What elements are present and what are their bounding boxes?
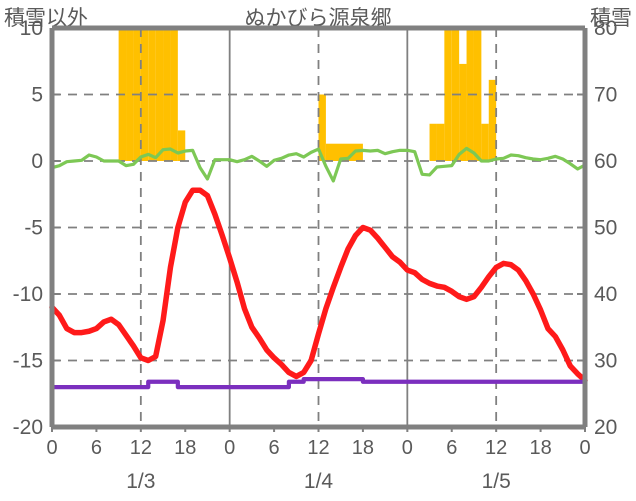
xtick-label: 12 — [307, 437, 329, 459]
bar — [436, 123, 445, 161]
bar — [444, 28, 452, 161]
xtick-label: 18 — [529, 437, 551, 459]
ytick-label-right: 20 — [594, 416, 617, 439]
ytick-label-left: -5 — [24, 217, 43, 240]
xtick-label: 18 — [174, 437, 196, 459]
xtick-label: 0 — [579, 437, 590, 459]
ytick-label-right: 70 — [594, 84, 617, 107]
bar — [488, 79, 497, 161]
ytick-label-left: -10 — [13, 283, 43, 306]
xtick-label: 0 — [402, 437, 413, 459]
xtick-label: 0 — [224, 437, 235, 459]
x-day-label: 1/4 — [304, 470, 334, 493]
bar — [170, 28, 178, 161]
data-series-line — [50, 146, 587, 183]
tick-marks — [51, 93, 586, 432]
data-series-line — [49, 187, 588, 384]
ytick-label-left: -15 — [13, 350, 43, 373]
xtick-label: 6 — [91, 437, 102, 459]
right-axis-title: 積雪 — [590, 7, 632, 30]
xtick-label: 18 — [352, 437, 374, 459]
ytick-label-right: 50 — [594, 217, 617, 240]
ytick-label-left: 0 — [31, 150, 43, 173]
xtick-label: 0 — [46, 437, 57, 459]
ytick-label-left: -20 — [13, 416, 43, 439]
ytick-label-left: 5 — [31, 84, 43, 107]
x-day-label: 1/5 — [482, 470, 511, 493]
xtick-label: 6 — [446, 437, 457, 459]
x-day-label: 1/3 — [126, 470, 155, 493]
ytick-label-left: 10 — [20, 17, 43, 40]
bar — [155, 28, 164, 161]
ytick-label-right: 30 — [594, 350, 617, 373]
bar — [429, 123, 437, 161]
xtick-label: 6 — [269, 437, 280, 459]
bar — [140, 28, 149, 161]
ytick-label-right: 60 — [594, 150, 617, 173]
xtick-label: 12 — [485, 437, 507, 459]
chart-title: ぬかびら源泉郷 — [244, 7, 392, 30]
ytick-label-right: 80 — [594, 17, 617, 40]
bar — [473, 28, 482, 161]
bar — [325, 143, 363, 161]
bar — [459, 63, 467, 161]
xtick-label: 12 — [130, 437, 152, 459]
left-axis-title: 積雪以外 — [4, 7, 88, 30]
data-series-line — [49, 377, 588, 390]
ytick-label-right: 40 — [594, 283, 617, 306]
bar — [177, 130, 186, 161]
bar — [318, 94, 326, 161]
bar — [126, 28, 134, 161]
bar — [481, 123, 489, 161]
